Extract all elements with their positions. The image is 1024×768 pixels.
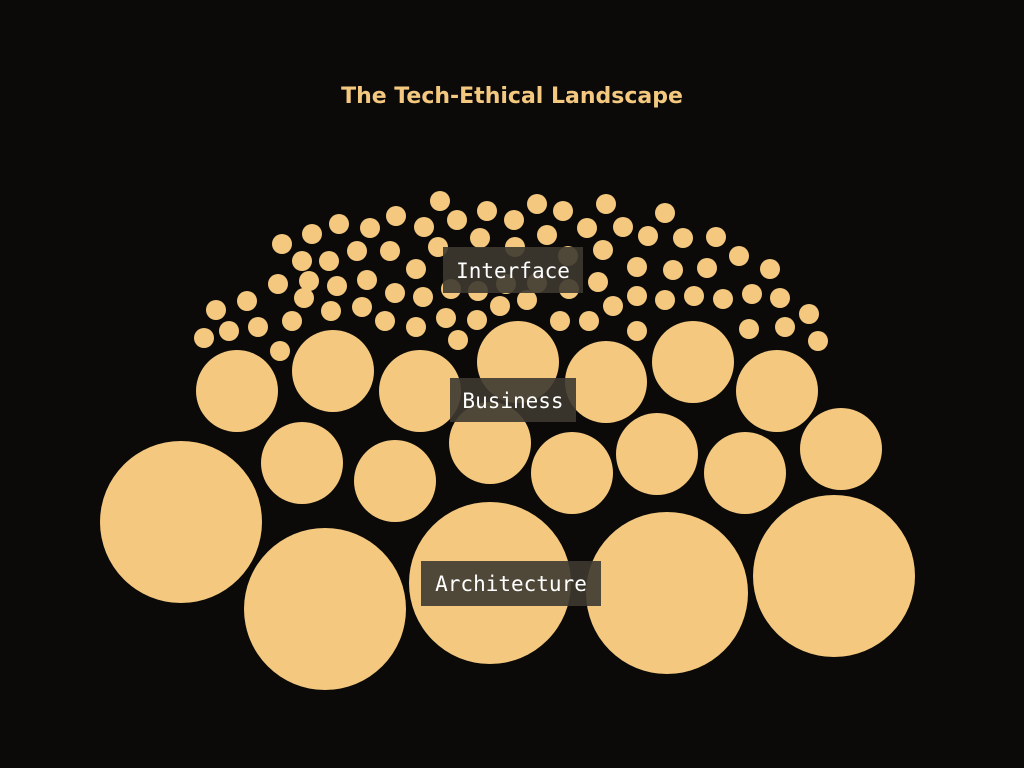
diagram-title: The Tech-Ethical Landscape: [341, 84, 683, 109]
business-circles: [196, 321, 882, 522]
layer-label-text: Business: [462, 389, 563, 413]
interface-circle: [380, 241, 400, 261]
layer-label-business: Business: [450, 378, 576, 422]
business-circle: [196, 350, 278, 432]
interface-circle: [627, 321, 647, 341]
interface-circle: [638, 226, 658, 246]
interface-circle: [386, 206, 406, 226]
interface-circle: [448, 330, 468, 350]
business-circle: [616, 413, 698, 495]
interface-circle: [742, 284, 762, 304]
interface-circle: [770, 288, 790, 308]
layer-label-box: [443, 247, 583, 293]
layer-label-architecture: Architecture: [421, 561, 601, 606]
interface-circle: [553, 201, 573, 221]
interface-circle: [357, 270, 377, 290]
interface-circle: [470, 228, 490, 248]
interface-circle: [352, 297, 372, 317]
architecture-circle: [586, 512, 748, 674]
interface-circle: [194, 328, 214, 348]
layer-label-box: [450, 378, 576, 422]
interface-circle: [627, 286, 647, 306]
interface-circle: [327, 276, 347, 296]
interface-circle: [299, 271, 319, 291]
interface-circle: [360, 218, 380, 238]
business-circle: [736, 350, 818, 432]
layer-label-text: Architecture: [435, 572, 587, 596]
interface-circle: [527, 194, 547, 214]
interface-circle: [477, 201, 497, 221]
interface-circle: [467, 310, 487, 330]
interface-circle: [375, 311, 395, 331]
interface-circle: [550, 311, 570, 331]
interface-circle: [248, 317, 268, 337]
interface-circle: [436, 308, 456, 328]
interface-circle: [414, 217, 434, 237]
interface-circle: [537, 225, 557, 245]
interface-circle: [729, 246, 749, 266]
interface-circle: [321, 301, 341, 321]
business-circle: [704, 432, 786, 514]
interface-circle: [627, 257, 647, 277]
business-circle: [565, 341, 647, 423]
interface-circle: [588, 272, 608, 292]
interface-circle: [219, 321, 239, 341]
interface-circle: [684, 286, 704, 306]
interface-circle: [613, 217, 633, 237]
business-circle: [449, 402, 531, 484]
business-circle: [531, 432, 613, 514]
interface-circle: [596, 194, 616, 214]
interface-circle: [319, 251, 339, 271]
interface-circle: [697, 258, 717, 278]
interface-circle: [760, 259, 780, 279]
interface-circle: [406, 317, 426, 337]
interface-circle: [272, 234, 292, 254]
interface-circle: [406, 259, 426, 279]
interface-circle: [237, 291, 257, 311]
interface-circle: [282, 311, 302, 331]
business-circle: [379, 350, 461, 432]
interface-circle: [799, 304, 819, 324]
layer-label-text: Interface: [456, 259, 570, 283]
interface-circle: [579, 311, 599, 331]
interface-circle: [490, 296, 510, 316]
interface-circle: [655, 203, 675, 223]
interface-circle: [347, 241, 367, 261]
architecture-circle: [100, 441, 262, 603]
architecture-circle: [753, 495, 915, 657]
interface-circle: [713, 289, 733, 309]
interface-circle: [775, 317, 795, 337]
layer-label-box: [421, 561, 601, 606]
interface-circle: [447, 210, 467, 230]
business-circle: [652, 321, 734, 403]
interface-circle: [206, 300, 226, 320]
interface-circle: [413, 287, 433, 307]
interface-circle: [739, 319, 759, 339]
interface-circle: [294, 288, 314, 308]
architecture-circle: [244, 528, 406, 690]
interface-circle: [808, 331, 828, 351]
interface-circle: [430, 191, 450, 211]
interface-circle: [302, 224, 322, 244]
interface-circle: [706, 227, 726, 247]
interface-circle: [292, 251, 312, 271]
business-circle: [292, 330, 374, 412]
interface-circle: [663, 260, 683, 280]
business-circle: [800, 408, 882, 490]
interface-circle: [655, 290, 675, 310]
interface-circle: [593, 240, 613, 260]
interface-circle: [270, 341, 290, 361]
business-circle: [261, 422, 343, 504]
interface-circle: [329, 214, 349, 234]
business-circle: [354, 440, 436, 522]
interface-circle: [268, 274, 288, 294]
interface-circle: [385, 283, 405, 303]
interface-circle: [517, 290, 537, 310]
interface-circle: [603, 296, 623, 316]
interface-circle: [504, 210, 524, 230]
interface-circle: [673, 228, 693, 248]
interface-circle: [577, 218, 597, 238]
layer-label-interface: Interface: [443, 247, 583, 293]
